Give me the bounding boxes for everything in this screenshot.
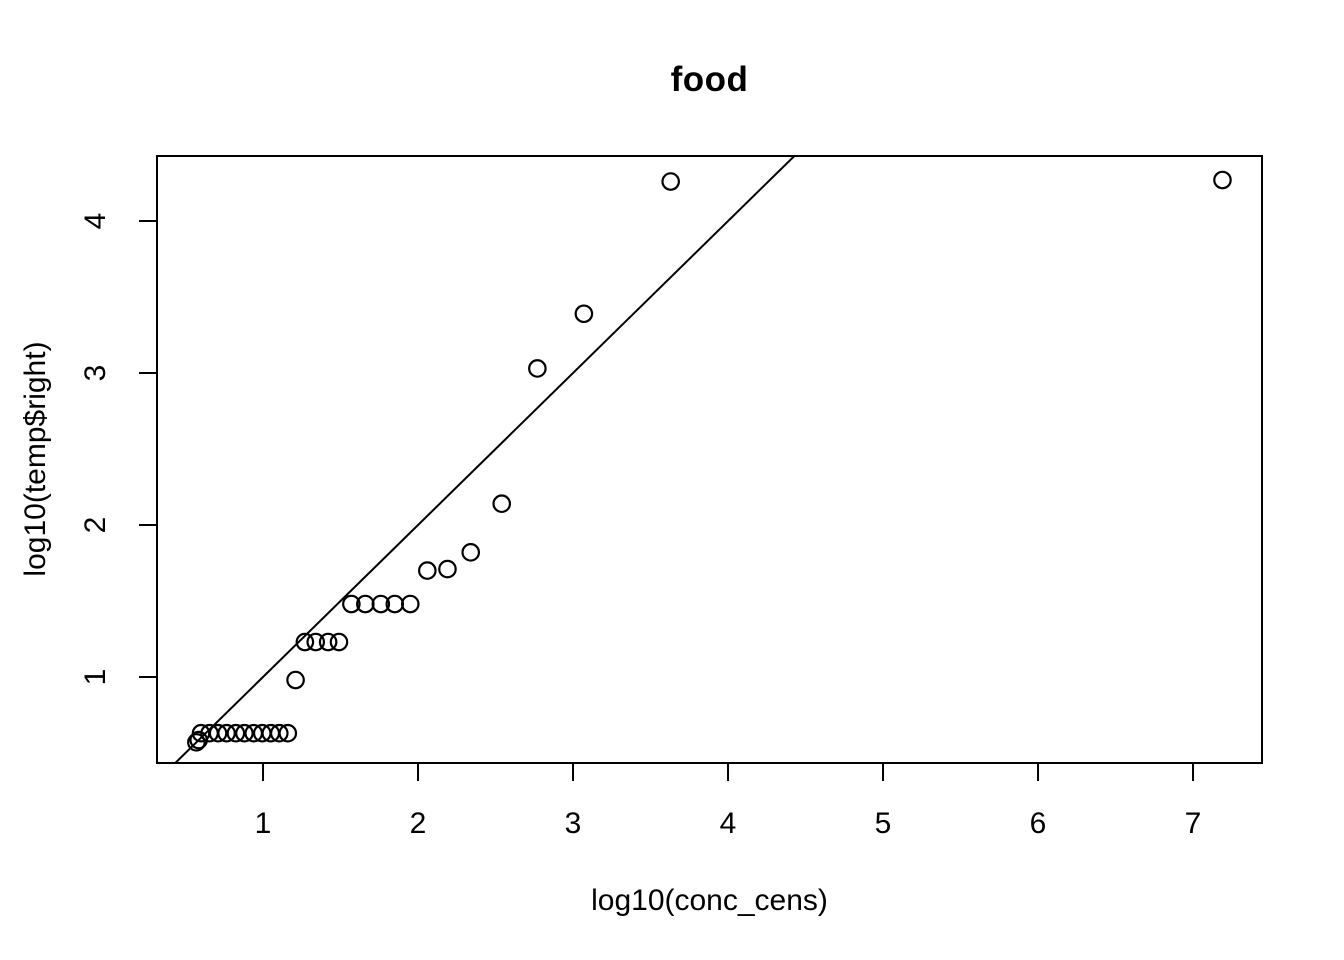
x-axis-tick-label: 3 — [565, 807, 582, 840]
data-point — [574, 304, 594, 324]
data-point — [318, 632, 338, 652]
y-axis-tick-label: 2 — [79, 517, 112, 534]
x-axis-tick-label: 5 — [875, 807, 892, 840]
y-axis-tick-label: 3 — [79, 365, 112, 382]
x-axis-tick-label: 6 — [1030, 807, 1047, 840]
y-axis-tick-label: 4 — [79, 213, 112, 230]
plot-box — [156, 155, 1263, 764]
y-axis-tick-label: 1 — [79, 669, 112, 686]
data-point — [235, 723, 254, 743]
x-axis-tick-label: 2 — [410, 807, 427, 840]
x-axis-tick-label: 1 — [255, 807, 272, 840]
data-point — [306, 632, 326, 652]
data-point — [438, 559, 457, 579]
data-point — [371, 594, 391, 614]
data-point — [217, 723, 236, 743]
data-point — [342, 594, 361, 614]
data-point — [1213, 170, 1232, 190]
data-point — [286, 670, 305, 690]
data-point — [226, 723, 246, 743]
x-axis-tick-label: 7 — [1185, 807, 1202, 840]
x-axis-label: log10(conc_cens) — [591, 884, 828, 917]
x-axis-tick-label: 4 — [720, 807, 737, 840]
data-point — [329, 632, 349, 652]
data-point — [269, 723, 289, 743]
data-point — [661, 172, 680, 191]
plot-title: food — [670, 60, 749, 99]
data-point — [418, 561, 437, 580]
data-point — [295, 632, 315, 652]
identity-line — [174, 155, 796, 764]
y-axis-label: log10(temp$right) — [19, 341, 52, 577]
data-point — [528, 359, 547, 378]
data-point — [187, 733, 206, 752]
data-point — [208, 723, 228, 743]
data-point — [278, 723, 298, 743]
data-point — [461, 543, 481, 562]
data-point — [492, 494, 512, 514]
data-point — [400, 594, 420, 614]
